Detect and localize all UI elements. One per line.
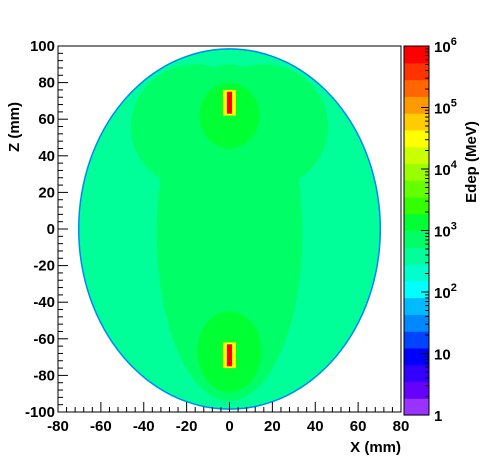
y-axis-ticks: -100 -80 -60 -40 -20 0 20 40 60 80 100 — [25, 38, 68, 421]
z-tick-label: 103 — [434, 221, 457, 241]
color-scale-step — [404, 46, 429, 64]
z-tick-label: 1 — [434, 408, 442, 425]
color-scale-step — [404, 146, 429, 165]
color-scale-step — [404, 398, 429, 416]
z-tick-label: 104 — [434, 159, 458, 179]
z-tick-label: 10 — [434, 347, 451, 364]
x-axis-ticks: -80 -60 -40 -20 0 20 40 60 80 — [47, 402, 409, 435]
color-scale-step — [404, 196, 429, 215]
y-axis-title: Z (mm) — [6, 102, 23, 152]
y-tick-label: 60 — [38, 111, 55, 128]
color-scale-step — [404, 314, 429, 332]
color-scale-step — [404, 331, 429, 349]
color-scale-step — [404, 364, 429, 383]
color-scale-step — [404, 163, 429, 181]
y-tick-label: 0 — [47, 221, 55, 238]
color-scale-step — [404, 264, 429, 282]
color-scale-step — [404, 247, 429, 265]
x-tick-label: -60 — [90, 418, 112, 435]
color-scale-step — [404, 280, 429, 299]
y-tick-label: 100 — [30, 38, 55, 55]
y-tick-label: -40 — [33, 294, 55, 311]
upper-halo — [199, 82, 260, 149]
z-tick-label: 102 — [434, 282, 457, 302]
color-scale-step — [404, 347, 429, 366]
x-axis-title: X (mm) — [350, 439, 401, 456]
color-scale-step — [404, 297, 429, 315]
upper-source — [226, 91, 233, 114]
color-scale-step — [404, 180, 429, 198]
color-scale-step — [404, 113, 429, 131]
y-tick-label: -100 — [25, 404, 55, 421]
color-scale-step — [404, 129, 429, 148]
x-tick-label: 40 — [307, 418, 324, 435]
lower-source — [226, 344, 233, 367]
x-tick-label: 0 — [225, 418, 233, 435]
y-tick-label: -20 — [33, 258, 55, 275]
y-tick-label: -80 — [33, 367, 55, 384]
color-scale-step — [404, 381, 429, 399]
color-scale-title: Edep (MeV) — [463, 121, 480, 203]
color-scale-step — [404, 62, 429, 81]
y-tick-label: 80 — [38, 75, 55, 92]
y-tick-label: 40 — [38, 148, 55, 165]
x-tick-label: -40 — [133, 418, 155, 435]
y-tick-label: -60 — [33, 331, 55, 348]
z-tick-label: 106 — [434, 36, 457, 56]
x-tick-label: 20 — [264, 418, 281, 435]
color-scale — [404, 46, 429, 416]
heatmap-layer — [77, 48, 382, 410]
color-scale-step — [404, 230, 429, 248]
x-tick-label: 60 — [350, 418, 367, 435]
x-tick-label: 80 — [393, 418, 410, 435]
color-scale-step — [404, 213, 429, 232]
x-tick-label: -80 — [47, 418, 69, 435]
x-tick-label: -20 — [176, 418, 198, 435]
plot-frame — [57, 45, 402, 413]
z-tick-label: 105 — [434, 98, 457, 118]
y-tick-label: 20 — [38, 184, 55, 201]
color-scale-step — [404, 96, 429, 114]
color-scale-step — [404, 79, 429, 97]
